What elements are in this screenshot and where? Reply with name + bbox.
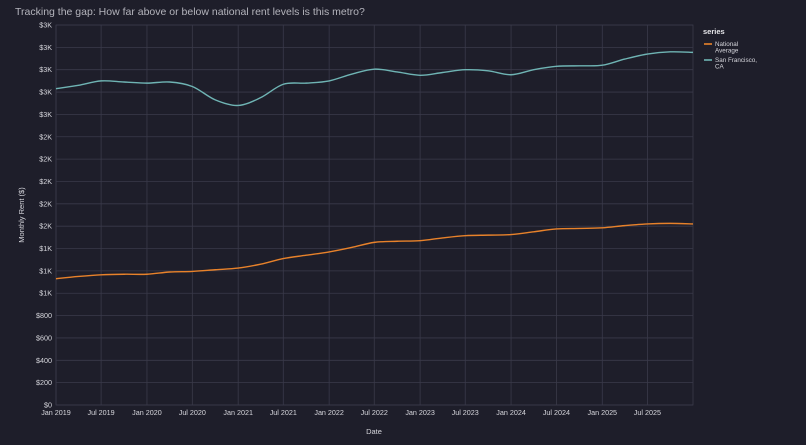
legend: series National Average San Francisco, CA <box>703 27 757 71</box>
y-tick-label: $3K <box>39 88 52 97</box>
y-tick-label: $2K <box>39 199 52 208</box>
y-tick-label: $3K <box>39 110 52 119</box>
legend-label-san-francisco-ca: San Francisco, CA <box>715 57 757 71</box>
x-tick-label: Jul 2020 <box>179 408 206 417</box>
x-tick-label: Jul 2021 <box>270 408 297 417</box>
x-tick-label: Jul 2023 <box>452 408 479 417</box>
series-line-san-francisco-ca <box>55 51 694 107</box>
x-tick-label: Jul 2019 <box>88 408 115 417</box>
y-tick-label: $600 <box>36 333 52 342</box>
y-tick-label: $400 <box>36 356 52 365</box>
y-tick-label: $800 <box>36 311 52 320</box>
y-axis-label: Monthly Rent ($) <box>17 187 26 243</box>
x-tick-label: Jan 2022 <box>314 408 344 417</box>
legend-items: National Average San Francisco, CA <box>704 41 757 71</box>
plot-frame <box>55 24 694 406</box>
y-tick-label: $1K <box>39 266 52 275</box>
x-tick-label: Jan 2025 <box>587 408 617 417</box>
y-tick-label: $1K <box>39 244 52 253</box>
y-tick-label: $0 <box>44 401 52 410</box>
y-tick-label: $2K <box>39 155 52 164</box>
x-tick-label: Jan 2019 <box>41 408 71 417</box>
x-tick-label: Jul 2024 <box>543 408 570 417</box>
series-lines <box>55 51 694 280</box>
y-tick-label: $3K <box>39 65 52 74</box>
y-tick-label: $3K <box>39 21 52 30</box>
y-tick-label: $2K <box>39 222 52 231</box>
y-tick-label: $2K <box>39 132 52 141</box>
x-tick-label: Jan 2023 <box>405 408 435 417</box>
x-tick-label: Jul 2025 <box>634 408 661 417</box>
legend-label-national-average: National Average <box>715 41 739 55</box>
x-axis-ticks: Jan 2019 Jul 2019 Jan 2020 Jul 2020 Jan 2021… <box>41 408 661 417</box>
x-tick-label: Jul 2022 <box>361 408 388 417</box>
y-tick-label: $1K <box>39 289 52 298</box>
legend-title: series <box>703 27 725 36</box>
x-tick-label: Jan 2021 <box>223 408 253 417</box>
series-line-national-average <box>55 222 694 280</box>
y-tick-label: $3K <box>39 43 52 52</box>
chart-title: Tracking the gap: How far above or below… <box>15 6 365 18</box>
x-axis-label: Date <box>366 427 382 436</box>
y-axis-ticks: $0 $200 $400 $600 $800 $1K $1K $1K $2K $2K $2K $2K $… <box>36 21 52 410</box>
x-tick-label: Jan 2024 <box>496 408 526 417</box>
x-tick-label: Jan 2020 <box>132 408 162 417</box>
y-tick-label: $2K <box>39 177 52 186</box>
grid-lines <box>55 24 693 406</box>
y-tick-label: $200 <box>36 378 52 387</box>
